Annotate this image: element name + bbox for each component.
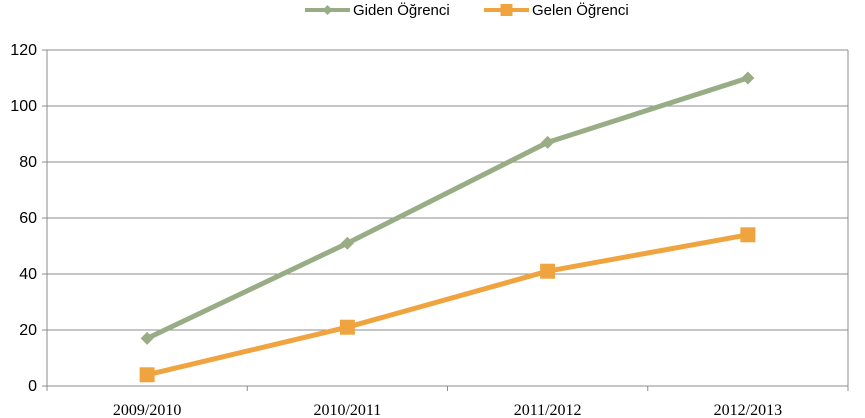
data-point-gelen-ogrenci bbox=[339, 319, 355, 335]
axes bbox=[42, 50, 848, 391]
data-point-giden-ogrenci bbox=[541, 135, 555, 149]
legend-item-giden-ogrenci: Giden Öğrenci bbox=[305, 1, 450, 19]
data-point-gelen-ogrenci bbox=[540, 263, 556, 279]
legend-label: Gelen Öğrenci bbox=[532, 1, 629, 19]
data-point-giden-ogrenci bbox=[140, 331, 154, 345]
y-tick-label: 20 bbox=[19, 322, 37, 339]
legend-label: Giden Öğrenci bbox=[353, 1, 450, 19]
y-tick-label: 60 bbox=[19, 210, 37, 227]
y-axis-ticks: 0 20 40 60 80 100 120 bbox=[10, 42, 47, 395]
series-gelen-ogrenci bbox=[139, 227, 756, 383]
series-group bbox=[139, 71, 756, 383]
y-tick-label: 0 bbox=[28, 378, 37, 395]
y-tick-label: 80 bbox=[19, 154, 37, 171]
series-line-gelen-ogrenci bbox=[144, 232, 751, 378]
legend-swatch-marker bbox=[322, 5, 333, 15]
data-point-giden-ogrenci bbox=[340, 236, 354, 250]
x-tick-label: 2011/2012 bbox=[514, 402, 582, 418]
legend: Giden Öğrenci Gelen Öğrenci bbox=[305, 1, 629, 19]
series-giden-ogrenci bbox=[140, 71, 755, 345]
legend-swatch-marker bbox=[500, 4, 513, 16]
x-tick-label: 2009/2010 bbox=[113, 402, 181, 418]
data-point-gelen-ogrenci bbox=[740, 227, 756, 243]
y-tick-label: 40 bbox=[19, 266, 37, 283]
x-tick-label: 2010/2011 bbox=[313, 402, 381, 418]
data-point-gelen-ogrenci bbox=[139, 367, 155, 383]
x-tick-label: 2012/2013 bbox=[714, 402, 782, 418]
y-tick-label: 120 bbox=[10, 42, 37, 59]
gridlines bbox=[47, 49, 849, 386]
legend-item-gelen-ogrenci: Gelen Öğrenci bbox=[484, 1, 629, 19]
x-axis-ticks: 2009/2010 2010/2011 2011/2012 2012/2013 bbox=[46, 386, 849, 418]
y-tick-label: 100 bbox=[10, 98, 37, 115]
series-line-giden-ogrenci bbox=[144, 75, 751, 341]
data-point-giden-ogrenci bbox=[741, 71, 755, 85]
